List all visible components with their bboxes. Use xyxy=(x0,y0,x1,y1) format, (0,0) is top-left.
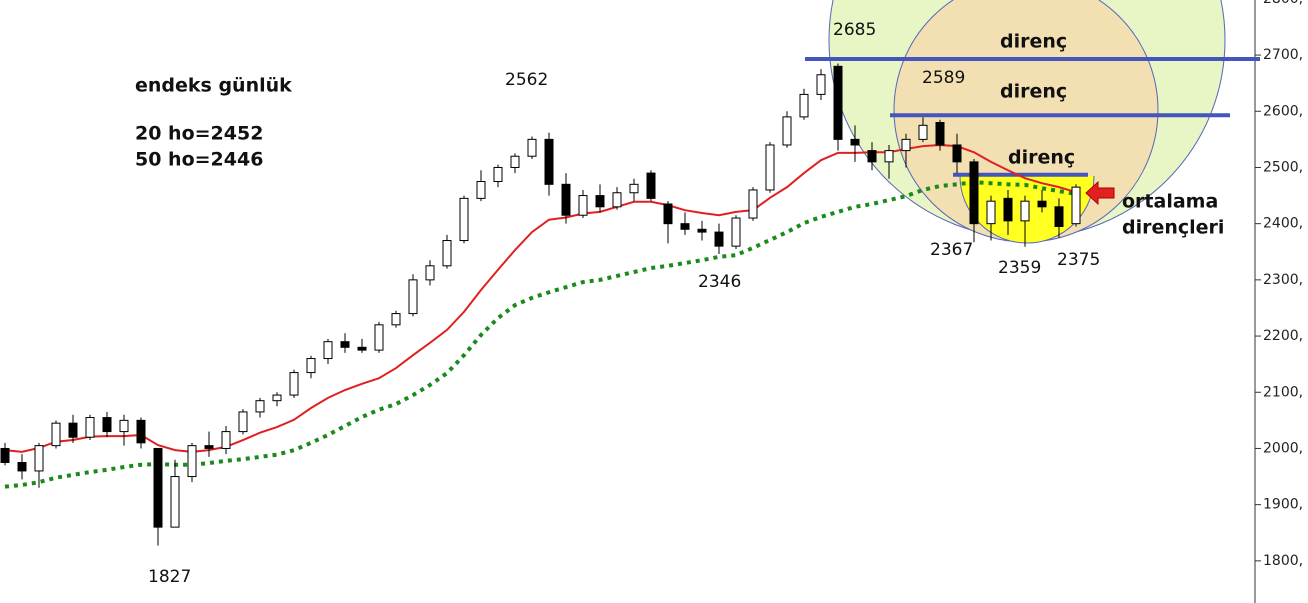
candle-body xyxy=(221,431,231,449)
candle-body xyxy=(1003,197,1013,222)
value-label: 2562 xyxy=(505,70,548,90)
value-label: 2346 xyxy=(698,272,741,292)
candle-body xyxy=(901,138,911,152)
value-label: 2359 xyxy=(998,258,1041,278)
average-label: ortalama xyxy=(1122,191,1218,213)
candle-body xyxy=(544,138,554,185)
candle-body xyxy=(935,122,945,146)
candle-body xyxy=(663,203,673,225)
value-label: 2375 xyxy=(1057,250,1100,270)
candle-body xyxy=(629,183,639,194)
arrow xyxy=(1085,180,1115,206)
resistance-label: direnç xyxy=(1000,31,1067,53)
y-tick-label: 1800, xyxy=(1263,553,1303,569)
y-tick-label: 2100, xyxy=(1263,384,1303,400)
candle-body xyxy=(561,183,571,216)
candle-body xyxy=(187,445,197,478)
candle-body xyxy=(476,181,486,199)
ma20-line xyxy=(4,143,1077,453)
candle-body xyxy=(459,197,469,242)
candle-body xyxy=(765,144,775,191)
candle-body xyxy=(867,150,877,163)
candle-body xyxy=(238,411,248,433)
candle-body xyxy=(612,192,622,208)
candle-body xyxy=(816,74,826,95)
candle-body xyxy=(1054,206,1064,227)
candle-body xyxy=(442,240,452,267)
candle-body xyxy=(289,372,299,396)
candle-body xyxy=(119,419,129,433)
candle-body xyxy=(204,445,214,449)
candle-body xyxy=(952,144,962,163)
candle-body xyxy=(17,462,27,472)
candle-body xyxy=(782,116,792,146)
candle-body xyxy=(51,422,61,447)
candle-body xyxy=(748,189,758,219)
y-tick-label: 2700, xyxy=(1263,47,1303,63)
candle-body xyxy=(272,394,282,402)
y-tick-label: 2500, xyxy=(1263,159,1303,175)
candle-body xyxy=(680,223,690,230)
candle-body xyxy=(102,417,112,433)
candle-body xyxy=(391,313,401,326)
candle-body xyxy=(646,172,656,199)
value-label: 2685 xyxy=(833,20,876,40)
average-label: dirençleri xyxy=(1122,217,1224,239)
candle-body xyxy=(425,265,435,281)
candle-body xyxy=(1071,186,1081,225)
candle-body xyxy=(68,422,78,438)
candle-body xyxy=(357,346,367,351)
candle-body xyxy=(1020,200,1030,222)
candle-body xyxy=(714,231,724,247)
y-tick-label: 2200, xyxy=(1263,328,1303,344)
candle-body xyxy=(306,358,316,374)
candle-body xyxy=(153,447,163,528)
y-tick-label: 1900, xyxy=(1263,497,1303,513)
candle-body xyxy=(85,417,95,438)
y-tick-label: 2000, xyxy=(1263,440,1303,456)
candle-body xyxy=(918,124,928,140)
candle-body xyxy=(340,341,350,348)
chart-title: endeks günlük xyxy=(135,75,292,97)
candle-body xyxy=(1037,200,1047,208)
candle-body xyxy=(697,228,707,233)
candle-body xyxy=(34,445,44,472)
y-tick-label: 2400, xyxy=(1263,216,1303,232)
candle-body xyxy=(969,161,979,225)
candle-body xyxy=(986,200,996,225)
ma20-label: 20 ho=2452 xyxy=(135,123,263,145)
candle-body xyxy=(136,419,146,444)
candle-body xyxy=(374,324,384,351)
y-tick-label: 2600, xyxy=(1263,103,1303,119)
candle-body xyxy=(0,447,10,464)
candle-body xyxy=(510,155,520,168)
candle-body xyxy=(884,150,894,163)
candle-body xyxy=(255,400,265,413)
candle-body xyxy=(595,195,605,208)
candle-body xyxy=(799,93,809,118)
ma50-label: 50 ho=2446 xyxy=(135,149,263,171)
candle-body xyxy=(527,138,537,157)
candle-body xyxy=(323,341,333,360)
candle-body xyxy=(833,65,843,140)
y-tick-label: 2300, xyxy=(1263,272,1303,288)
value-label: 2367 xyxy=(930,240,973,260)
y-tick-label: 2800, xyxy=(1263,0,1303,7)
candle-body xyxy=(850,138,860,146)
ma50-line xyxy=(4,180,1077,489)
resistance-label: direnç xyxy=(1008,147,1075,169)
candle-body xyxy=(493,166,503,183)
value-label: 2589 xyxy=(922,68,965,88)
value-label: 1827 xyxy=(148,567,191,587)
candle-body xyxy=(408,279,418,315)
candle-body xyxy=(578,195,588,216)
candle-body xyxy=(170,476,180,528)
resistance-label: direnç xyxy=(1000,81,1067,103)
candle-body xyxy=(731,217,741,247)
